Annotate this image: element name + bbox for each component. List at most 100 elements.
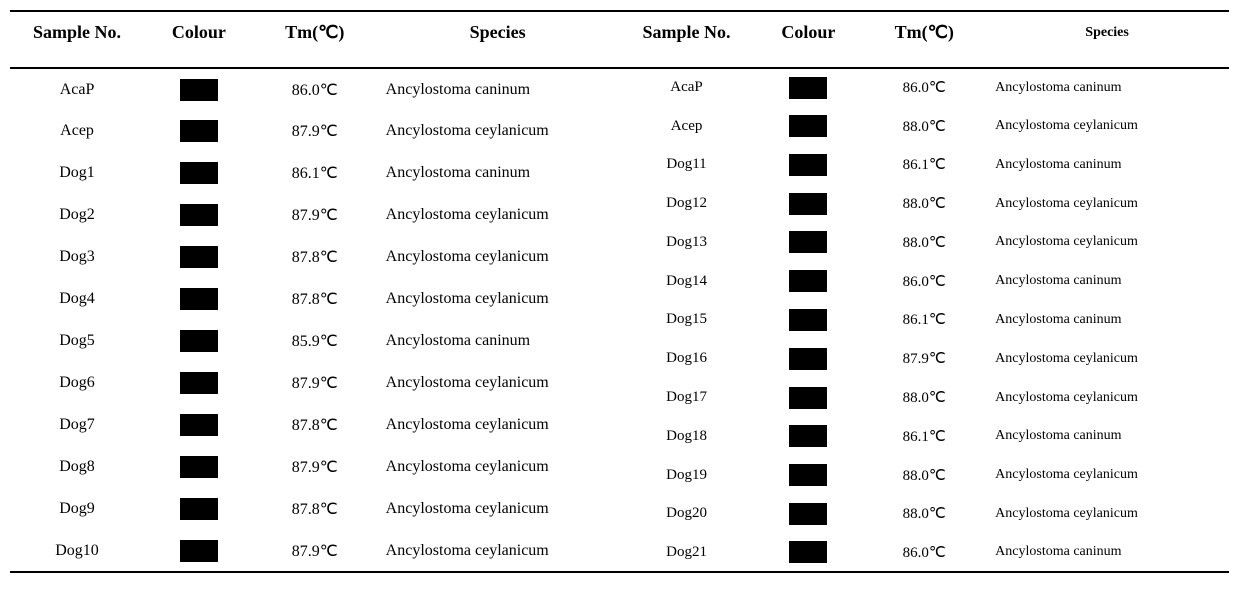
cell-colour [754,146,864,185]
table-row: Dog287.9℃Ancylostoma ceylanicum [10,194,620,236]
table-row: Acep87.9℃Ancylostoma ceylanicum [10,110,620,152]
colour-swatch-icon [180,330,218,352]
cell-tm: 87.8℃ [254,404,376,446]
cell-colour [754,262,864,301]
cell-tm: 86.1℃ [254,152,376,194]
colour-swatch-icon [180,246,218,268]
cell-species: Ancylostoma ceylanicum [985,223,1229,262]
table-row: Dog887.9℃Ancylostoma ceylanicum [10,446,620,488]
colour-swatch-icon [180,372,218,394]
header-row: Sample No. Colour Tm(℃) Species [10,11,620,68]
cell-sample: Dog6 [10,362,144,404]
cell-tm: 87.9℃ [863,339,985,378]
cell-species: Ancylostoma ceylanicum [376,278,620,320]
cell-colour [144,488,254,530]
header-sample: Sample No. [620,11,754,68]
cell-species: Ancylostoma ceylanicum [376,530,620,572]
cell-sample: Dog13 [620,223,754,262]
header-tm: Tm(℃) [863,11,985,68]
cell-tm: 88.0℃ [863,107,985,146]
cell-colour [144,446,254,488]
cell-sample: Dog4 [10,278,144,320]
cell-sample: Dog8 [10,446,144,488]
cell-tm: 86.1℃ [863,417,985,456]
cell-species: Ancylostoma ceylanicum [376,110,620,152]
cell-species: Ancylostoma caninum [985,262,1229,301]
colour-swatch-icon [180,204,218,226]
cell-sample: Dog15 [620,301,754,340]
dual-table: Sample No. Colour Tm(℃) Species AcaP86.0… [10,10,1229,573]
cell-tm: 87.9℃ [254,110,376,152]
cell-tm: 86.1℃ [863,301,985,340]
cell-sample: Dog12 [620,184,754,223]
cell-tm: 88.0℃ [863,456,985,495]
colour-swatch-icon [789,309,827,331]
table-row: Dog2088.0℃Ancylostoma ceylanicum [620,494,1230,533]
table-row: Dog14 86.0℃Ancylostoma caninum [620,262,1230,301]
cell-sample: Dog5 [10,320,144,362]
table-row: Dog787.8℃Ancylostoma ceylanicum [10,404,620,446]
table-row: Dog1886.1℃Ancylostoma caninum [620,417,1230,456]
cell-species: Ancylostoma caninum [376,68,620,110]
header-row: Sample No. Colour Tm(℃) Species [620,11,1230,68]
cell-tm: 88.0℃ [863,494,985,533]
table-row: Dog1087.9℃Ancylostoma ceylanicum [10,530,620,572]
cell-tm: 86.0℃ [863,262,985,301]
table-row: Dog186.1℃Ancylostoma caninum [10,152,620,194]
colour-swatch-icon [789,154,827,176]
colour-swatch-icon [789,193,827,215]
cell-sample: Dog20 [620,494,754,533]
header-sample: Sample No. [10,11,144,68]
cell-tm: 87.9℃ [254,362,376,404]
table-row: Dog2186.0℃Ancylostoma caninum [620,533,1230,572]
cell-sample: Dog7 [10,404,144,446]
colour-swatch-icon [789,503,827,525]
colour-swatch-icon [180,162,218,184]
cell-tm: 87.9℃ [254,530,376,572]
cell-tm: 87.8℃ [254,278,376,320]
table-row: Dog1288.0℃Ancylostoma ceylanicum [620,184,1230,223]
table-row: Dog1586.1℃Ancylostoma caninum [620,301,1230,340]
colour-swatch-icon [789,387,827,409]
table-row: Acep 88.0℃Ancylostoma ceylanicum [620,107,1230,146]
table-row: Dog387.8℃Ancylostoma ceylanicum [10,236,620,278]
cell-sample: Acep [620,107,754,146]
cell-colour [754,339,864,378]
cell-colour [754,68,864,107]
cell-colour [144,110,254,152]
colour-swatch-icon [180,120,218,142]
cell-species: Ancylostoma ceylanicum [985,107,1229,146]
cell-colour [144,68,254,110]
colour-swatch-icon [789,425,827,447]
cell-colour [754,378,864,417]
cell-sample: Dog14 [620,262,754,301]
header-species: Species [985,11,1229,68]
cell-species: Ancylostoma caninum [985,68,1229,107]
cell-sample: Dog1 [10,152,144,194]
colour-swatch-icon [180,79,218,101]
cell-tm: 87.8℃ [254,488,376,530]
left-table: Sample No. Colour Tm(℃) Species AcaP86.0… [10,10,620,573]
header-tm: Tm(℃) [254,11,376,68]
cell-tm: 86.0℃ [863,533,985,572]
cell-colour [754,533,864,572]
cell-tm: 85.9℃ [254,320,376,362]
cell-colour [754,456,864,495]
cell-colour [144,194,254,236]
colour-swatch-icon [180,288,218,310]
cell-tm: 87.8℃ [254,236,376,278]
cell-sample: Dog11 [620,146,754,185]
cell-sample: AcaP [620,68,754,107]
cell-species: Ancylostoma ceylanicum [376,446,620,488]
cell-colour [754,107,864,146]
cell-colour [144,152,254,194]
cell-colour [144,278,254,320]
cell-sample: Dog19 [620,456,754,495]
cell-species: Ancylostoma ceylanicum [985,456,1229,495]
colour-swatch-icon [789,464,827,486]
cell-sample: Dog3 [10,236,144,278]
cell-colour [144,404,254,446]
cell-species: Ancylostoma caninum [376,320,620,362]
cell-sample: Dog18 [620,417,754,456]
table-row: AcaP86.0℃Ancylostoma caninum [10,68,620,110]
